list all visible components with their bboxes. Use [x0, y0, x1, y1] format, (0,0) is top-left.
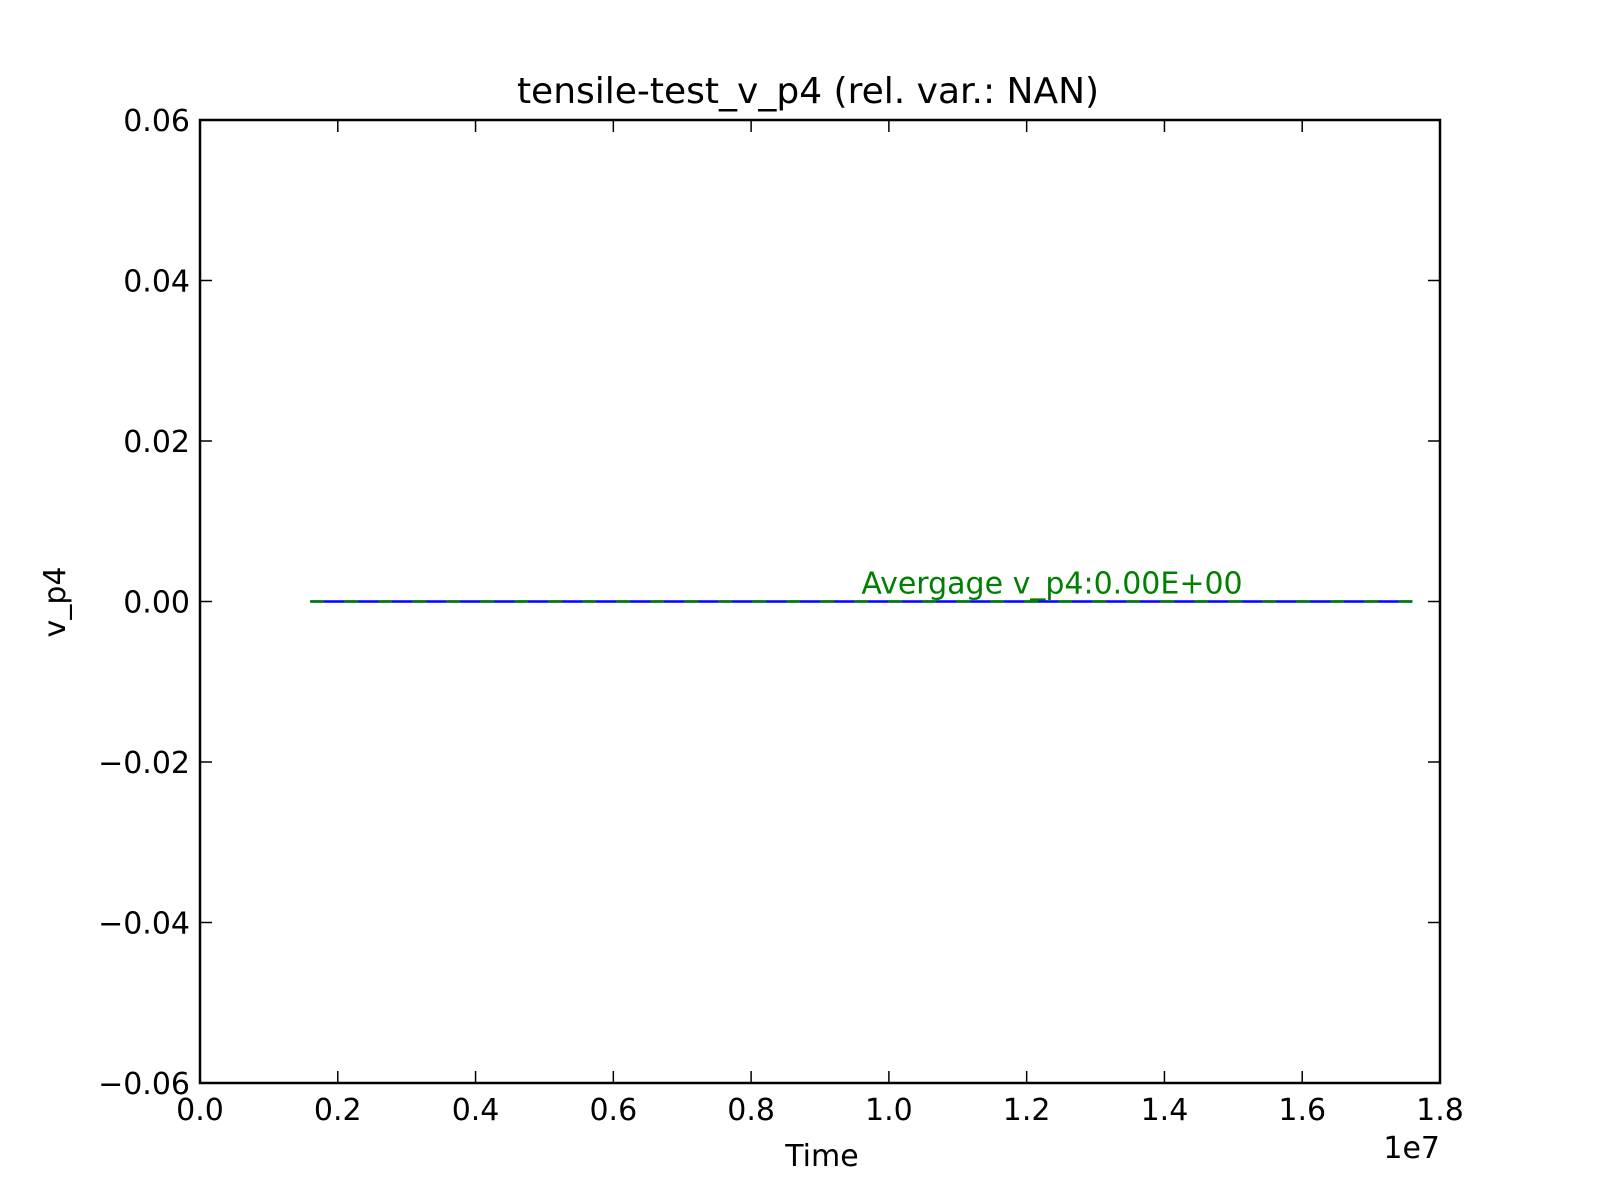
x-tick-label: 0.0: [176, 1093, 224, 1128]
x-tick-label: 0.4: [452, 1093, 500, 1128]
x-tick-label: 1.0: [865, 1093, 913, 1128]
y-tick-label: −0.04: [98, 907, 190, 942]
y-axis-label: v_p4: [38, 567, 73, 638]
x-tick-label: 1.6: [1278, 1093, 1326, 1128]
x-tick-label: 1.4: [1141, 1093, 1189, 1128]
average-annotation: Avergage v_p4:0.00E+00: [861, 567, 1242, 602]
chart-title: tensile-test_v_p4 (rel. var.: NAN): [517, 71, 1099, 112]
x-tick-label: 0.2: [314, 1093, 362, 1128]
x-axis: 0.0 0.2 0.4 0.6 0.8 1.0 1.2 1.4 1.6 1.8: [176, 120, 1464, 1128]
x-tick-label: 0.8: [727, 1093, 775, 1128]
y-tick-label: 0.06: [123, 104, 190, 139]
y-tick-label: 0.02: [123, 425, 190, 460]
plot-area: Avergage v_p4:0.00E+00: [310, 567, 1413, 603]
y-tick-label: 0.00: [123, 586, 190, 621]
y-axis: −0.06 −0.04 −0.02 0.00 0.02 0.04 0.06: [98, 104, 1440, 1102]
x-tick-label: 1.8: [1416, 1093, 1464, 1128]
y-tick-label: −0.06: [98, 1067, 190, 1102]
x-tick-label: 0.6: [589, 1093, 637, 1128]
x-axis-label: Time: [784, 1139, 858, 1174]
y-tick-label: 0.04: [123, 265, 190, 300]
x-tick-label: 1.2: [1003, 1093, 1051, 1128]
y-tick-label: −0.02: [98, 746, 190, 781]
plot-frame: [198, 118, 1442, 1085]
x-axis-offset-label: 1e7: [1383, 1131, 1440, 1166]
